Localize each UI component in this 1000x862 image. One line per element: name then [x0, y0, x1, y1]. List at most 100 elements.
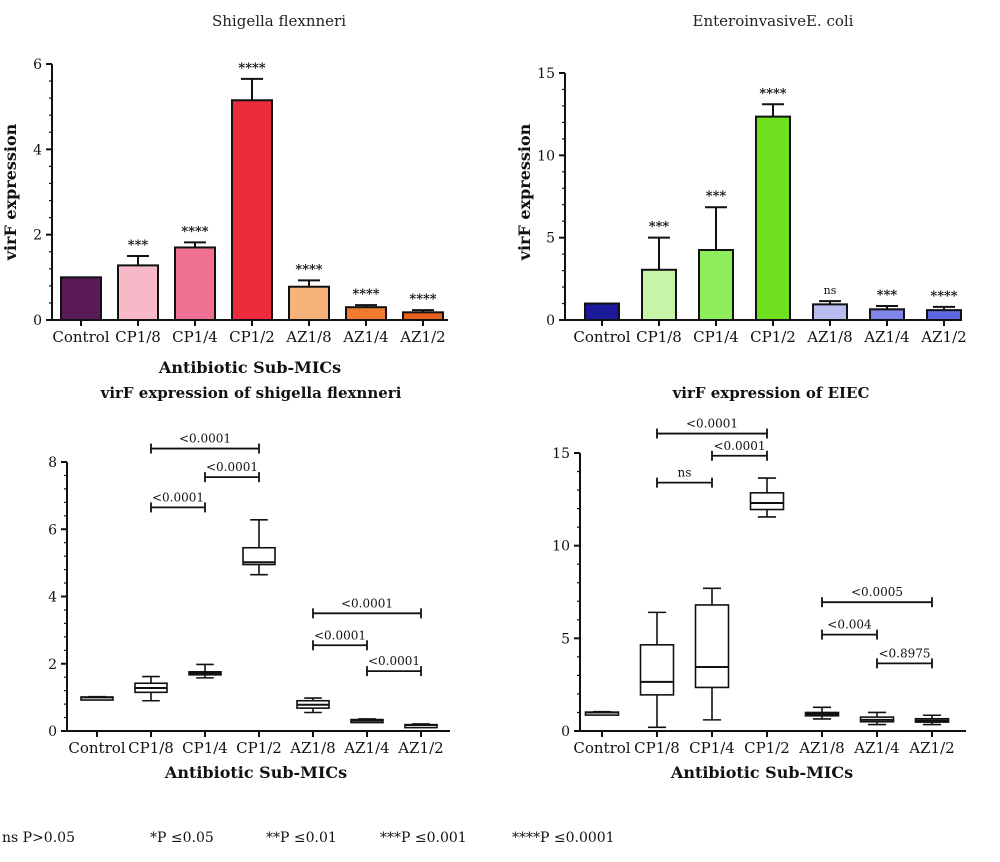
plot-area: 0 2 4 6 8 Control CP1/8 CP1/4 CP1/2 AZ1/8 AZ1/4 AZ1… — [48, 432, 450, 757]
x-tick-label: AZ1/2 — [908, 739, 954, 757]
y-tick-label: 5 — [546, 231, 555, 247]
legend-item: **P ≤0.01 — [266, 830, 337, 846]
bar — [117, 264, 159, 321]
plot-area: 0 5 10 15 Control CP1/8 CP1/4 CP1/2 AZ1/8 AZ1/4 AZ… — [552, 417, 966, 757]
legend-item: ****P ≤0.0001 — [512, 830, 615, 846]
y-tick-label: 10 — [552, 539, 570, 555]
x-axis-label: Antibiotic Sub-MICs — [158, 358, 341, 377]
x-tick-label: CP1/2 — [744, 739, 790, 757]
y-tick-label: 15 — [537, 66, 555, 82]
bar — [641, 268, 677, 322]
p-value-label: <0.0001 — [152, 490, 204, 504]
significance-label: *** — [128, 238, 149, 253]
bar — [812, 303, 848, 321]
x-tick-label: CP1/4 — [182, 739, 228, 757]
y-tick-label: 15 — [552, 446, 570, 462]
x-tick-label: CP1/8 — [128, 739, 174, 757]
y-axis-label: virF expression — [515, 123, 534, 261]
x-tick-label: Control — [573, 739, 630, 757]
box — [242, 546, 276, 566]
significance-label: *** — [649, 220, 670, 235]
y-tick-label: 6 — [33, 57, 42, 73]
y-axis-label: virF expression — [1, 123, 20, 261]
y-tick-label: 0 — [546, 313, 555, 329]
significance-label: *** — [706, 189, 727, 204]
x-tick-label: Control — [573, 328, 630, 346]
x-tick-label: CP1/4 — [172, 328, 218, 346]
y-tick-label: 0 — [48, 724, 57, 740]
y-tick-label: 2 — [33, 228, 42, 244]
p-value-label: ns — [678, 466, 692, 480]
x-tick-label: CP1/2 — [229, 328, 275, 346]
panel-shigella-bar: Shigella flexnneri virF expression Antib… — [1, 12, 448, 377]
bar — [174, 246, 216, 321]
y-tick-label: 0 — [561, 724, 570, 740]
x-tick-label: CP1/8 — [115, 328, 161, 346]
panel-eiec-box: virF expression of EIEC Antibiotic Sub-M… — [552, 384, 966, 782]
x-axis-label: Antibiotic Sub-MICs — [670, 763, 853, 782]
p-value-label: <0.0001 — [314, 628, 366, 642]
legend-item: ***P ≤0.001 — [380, 830, 467, 846]
x-tick-label: AZ1/4 — [342, 328, 388, 346]
x-axis-label: Antibiotic Sub-MICs — [164, 763, 347, 782]
x-tick-label: Control — [68, 739, 125, 757]
p-value-label: <0.0001 — [713, 439, 765, 453]
chart-title: virF expression of EIEC — [672, 384, 870, 402]
bar — [869, 308, 905, 321]
significance-label: **** — [409, 292, 436, 307]
p-value-label: <0.8975 — [878, 646, 930, 660]
chart-title: EnteroinvasiveE. coli — [693, 12, 854, 30]
x-tick-label: CP1/8 — [634, 739, 680, 757]
x-tick-label: AZ1/8 — [289, 739, 335, 757]
x-tick-label: CP1/4 — [689, 739, 735, 757]
x-tick-label: CP1/4 — [693, 328, 739, 346]
y-tick-label: 8 — [48, 455, 57, 471]
bar — [698, 249, 734, 321]
x-tick-label: AZ1/8 — [806, 328, 852, 346]
significance-legend: ns P>0.05 *P ≤0.05 **P ≤0.01 ***P ≤0.001… — [0, 830, 1000, 854]
x-tick-label: AZ1/8 — [285, 328, 331, 346]
y-tick-label: 6 — [48, 522, 57, 538]
significance-label: **** — [295, 262, 322, 277]
p-value-label: <0.0001 — [206, 460, 258, 474]
p-value-label: <0.0001 — [686, 417, 738, 431]
p-value-label: <0.0001 — [341, 596, 393, 610]
significance-label: **** — [181, 224, 208, 239]
bar — [755, 115, 791, 321]
y-tick-label: 4 — [48, 590, 57, 606]
x-tick-label: AZ1/2 — [920, 328, 966, 346]
x-tick-label: AZ1/4 — [863, 328, 909, 346]
significance-label: **** — [930, 289, 957, 304]
x-tick-label: CP1/2 — [750, 328, 796, 346]
x-tick-label: AZ1/4 — [343, 739, 389, 757]
x-tick-label: AZ1/4 — [853, 739, 899, 757]
chart-title: Shigella flexnneri — [212, 12, 346, 30]
box — [694, 604, 730, 689]
p-value-label: <0.0005 — [851, 585, 903, 599]
bar — [402, 311, 444, 322]
bar — [231, 99, 273, 322]
significance-label: **** — [238, 61, 265, 76]
significance-label: *** — [877, 288, 898, 303]
bar — [926, 309, 962, 321]
x-tick-label: Control — [52, 328, 109, 346]
bar — [288, 285, 330, 321]
p-value-label: <0.004 — [827, 618, 872, 632]
legend-item: ns P>0.05 — [2, 830, 75, 846]
bar — [60, 276, 102, 322]
x-tick-label: AZ1/2 — [397, 739, 443, 757]
chart-title: virF expression of shigella flexnneri — [100, 384, 402, 402]
bar — [584, 302, 620, 321]
legend-item: *P ≤0.05 — [150, 830, 214, 846]
panel-eiec-bar: EnteroinvasiveE. coli virF expression **… — [515, 12, 967, 346]
x-tick-label: AZ1/2 — [399, 328, 445, 346]
x-tick-label: CP1/2 — [236, 739, 282, 757]
p-value-label: <0.0001 — [368, 654, 420, 668]
bar — [345, 306, 387, 322]
y-tick-label: 2 — [48, 657, 57, 673]
significance-label: **** — [352, 287, 379, 302]
significance-label: ns — [824, 284, 837, 297]
